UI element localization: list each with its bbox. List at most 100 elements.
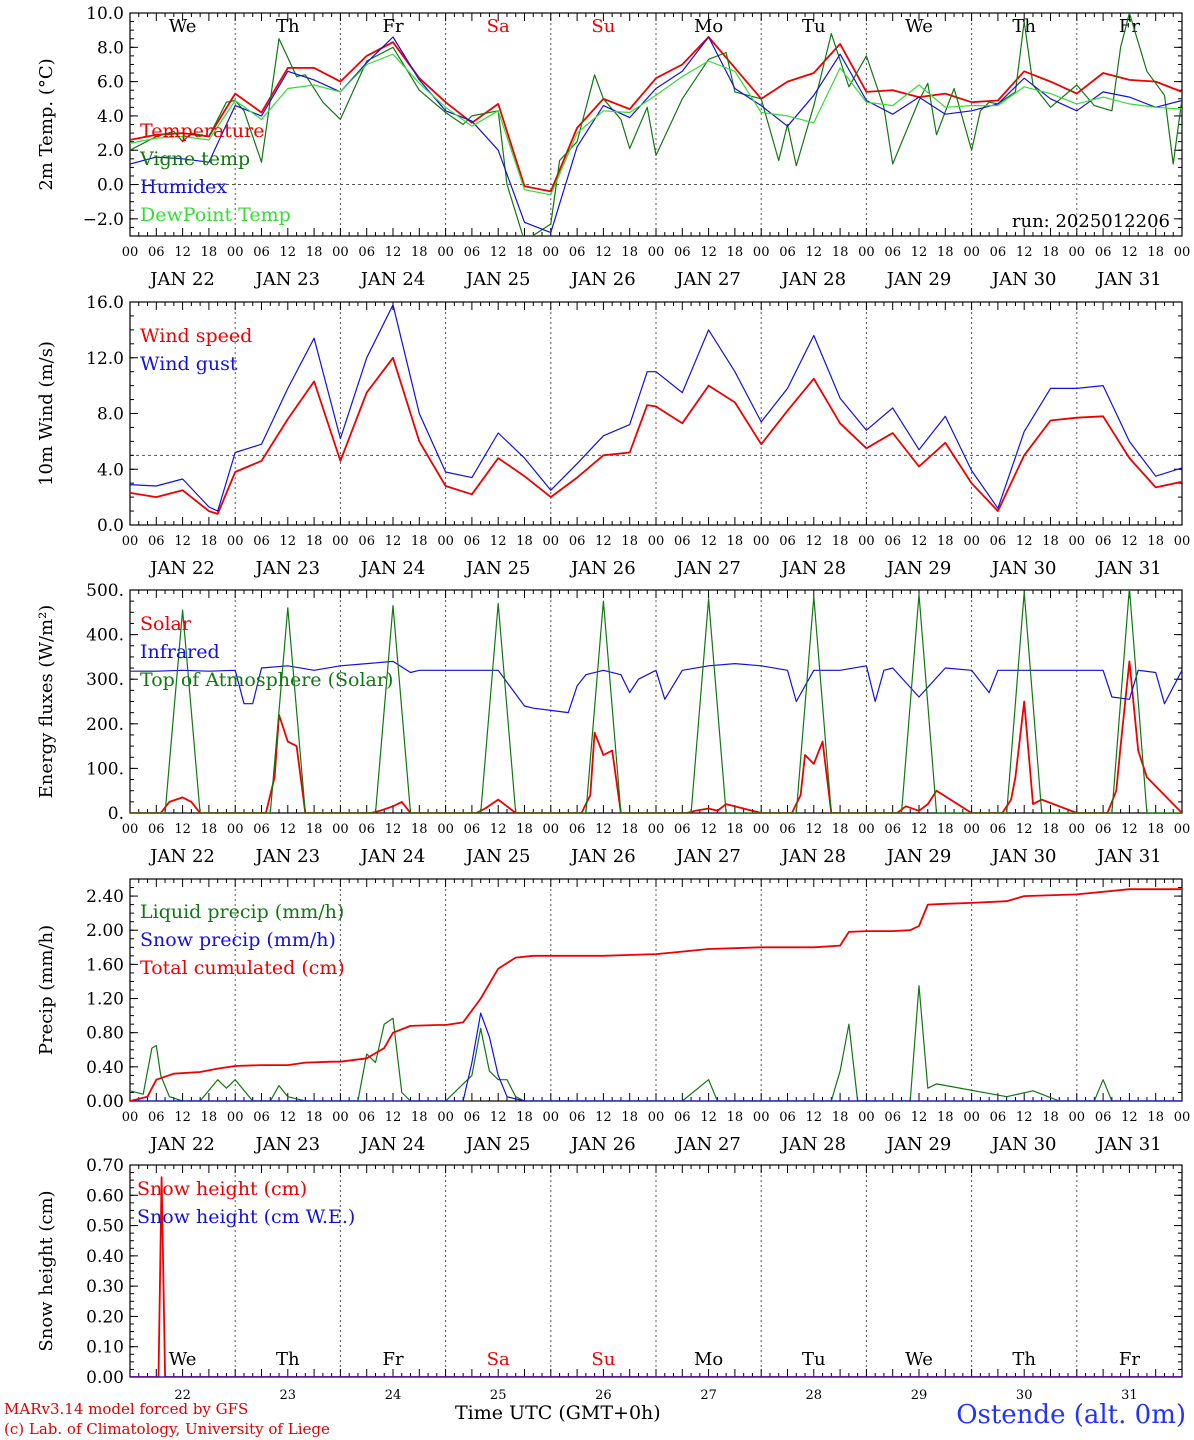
hour-tick-label: 18 bbox=[621, 822, 638, 837]
hour-tick-label: 00 bbox=[332, 534, 349, 549]
hour-tick-label: 12 bbox=[911, 534, 928, 549]
hour-tick-label: 00 bbox=[753, 1110, 770, 1125]
date-label: JAN 24 bbox=[359, 558, 426, 579]
hour-tick-label: 06 bbox=[1095, 245, 1112, 260]
date-label: JAN 30 bbox=[990, 558, 1057, 579]
hour-tick-label: 00 bbox=[332, 822, 349, 837]
series-line-solar bbox=[130, 660, 1182, 813]
day-number-label: 22 bbox=[174, 1388, 191, 1403]
day-label: Th bbox=[276, 1349, 300, 1370]
hour-tick-label: 18 bbox=[201, 534, 218, 549]
series-group bbox=[130, 888, 1182, 1101]
hour-tick-label: 06 bbox=[569, 534, 586, 549]
day-label: Tu bbox=[802, 16, 826, 37]
station-name: Ostende (alt. 0m) bbox=[956, 1400, 1186, 1430]
hour-tick-label: 00 bbox=[648, 1110, 665, 1125]
hour-tick-label: 12 bbox=[490, 822, 507, 837]
hour-tick-label: 00 bbox=[1174, 534, 1191, 549]
legend-entry: Infrared bbox=[140, 641, 220, 663]
hour-tick-label: 18 bbox=[832, 1110, 849, 1125]
hour-tick-label: 12 bbox=[806, 1110, 823, 1125]
hour-tick-label: 06 bbox=[464, 1110, 481, 1125]
series-line-vigne-temp bbox=[130, 13, 1182, 236]
hour-tick-label: 12 bbox=[174, 534, 191, 549]
y-tick-label: 0.00 bbox=[86, 1092, 124, 1112]
legend-entry: Snow height (cm W.E.) bbox=[137, 1206, 355, 1228]
hour-tick-label: 06 bbox=[884, 245, 901, 260]
hour-tick-label: 00 bbox=[963, 245, 980, 260]
hour-tick-label: 18 bbox=[621, 534, 638, 549]
legend-entry: Snow precip (mm/h) bbox=[140, 929, 336, 951]
hour-tick-label: 12 bbox=[806, 534, 823, 549]
hour-tick-label: 00 bbox=[1174, 245, 1191, 260]
legend-entry: DewPoint Temp bbox=[140, 204, 291, 226]
hour-tick-label: 18 bbox=[411, 534, 428, 549]
hour-tick-label: 12 bbox=[174, 1110, 191, 1125]
date-label: JAN 25 bbox=[464, 1134, 531, 1155]
date-label: JAN 23 bbox=[254, 558, 321, 579]
y-tick-label: 0.60 bbox=[86, 1186, 124, 1206]
hour-tick-label: 00 bbox=[963, 1110, 980, 1125]
day-number-label: 31 bbox=[1121, 1388, 1138, 1403]
hour-tick-label: 00 bbox=[1069, 534, 1086, 549]
date-label: JAN 25 bbox=[464, 269, 531, 290]
hour-tick-label: 18 bbox=[1042, 534, 1059, 549]
hour-tick-label: 00 bbox=[858, 1110, 875, 1125]
hour-tick-label: 18 bbox=[937, 1110, 954, 1125]
date-label: JAN 27 bbox=[674, 846, 741, 867]
day-label: We bbox=[905, 1349, 933, 1370]
day-number-label: 25 bbox=[490, 1388, 507, 1403]
day-label: Tu bbox=[802, 1349, 826, 1370]
hour-tick-label: 00 bbox=[753, 245, 770, 260]
y-tick-label: 4.0 bbox=[97, 107, 124, 127]
hour-tick-label: 06 bbox=[990, 822, 1007, 837]
legend-entry: Wind gust bbox=[140, 353, 238, 375]
hour-tick-label: 12 bbox=[1121, 822, 1138, 837]
hour-tick-label: 12 bbox=[595, 822, 612, 837]
legend-entry: Vigne temp bbox=[139, 148, 250, 170]
hour-tick-label: 00 bbox=[963, 822, 980, 837]
hour-tick-label: 06 bbox=[884, 822, 901, 837]
hour-tick-label: 00 bbox=[332, 1110, 349, 1125]
hour-tick-label: 12 bbox=[280, 1110, 297, 1125]
day-number-label: 27 bbox=[700, 1388, 717, 1403]
hour-tick-label: 12 bbox=[1121, 245, 1138, 260]
y-axis-title: 10m Wind (m/s) bbox=[36, 341, 57, 486]
hour-tick-label: 12 bbox=[595, 1110, 612, 1125]
day-label: Su bbox=[591, 16, 615, 37]
hour-tick-label: 00 bbox=[1069, 1110, 1086, 1125]
y-tick-label: 400. bbox=[86, 626, 124, 646]
hour-tick-label: 00 bbox=[963, 534, 980, 549]
y-axis-title: Snow height (cm) bbox=[36, 1190, 57, 1351]
y-tick-label: 500. bbox=[86, 581, 124, 601]
hour-tick-label: 18 bbox=[937, 534, 954, 549]
series-group bbox=[130, 590, 1182, 813]
date-label: JAN 25 bbox=[464, 558, 531, 579]
hour-tick-label: 18 bbox=[937, 245, 954, 260]
chart-panel-2: 0.0 4.0 8.0 12.0 16.0 10m Wind (m/s) 00 06 12 18 0… bbox=[36, 293, 1190, 579]
hour-tick-label: 06 bbox=[569, 245, 586, 260]
hour-tick-label: 18 bbox=[516, 245, 533, 260]
hour-tick-label: 12 bbox=[806, 245, 823, 260]
hour-tick-label: 12 bbox=[280, 534, 297, 549]
hour-tick-label: 12 bbox=[700, 534, 717, 549]
hour-tick-label: 12 bbox=[806, 822, 823, 837]
hour-tick-label: 18 bbox=[1147, 534, 1164, 549]
legend-entry: Snow height (cm) bbox=[137, 1178, 307, 1200]
day-label: We bbox=[169, 16, 197, 37]
hour-tick-label: 06 bbox=[464, 245, 481, 260]
series-line-wind-speed bbox=[130, 356, 1182, 515]
hour-tick-label: 06 bbox=[779, 245, 796, 260]
hour-tick-label: 18 bbox=[1042, 822, 1059, 837]
hour-tick-label: 18 bbox=[411, 822, 428, 837]
hour-tick-label: 12 bbox=[490, 1110, 507, 1125]
y-tick-label: 0. bbox=[108, 804, 124, 824]
hour-tick-label: 18 bbox=[621, 245, 638, 260]
series-group bbox=[130, 304, 1182, 515]
y-tick-label: 2.40 bbox=[86, 887, 124, 907]
day-label: We bbox=[905, 16, 933, 37]
hour-tick-label: 18 bbox=[411, 245, 428, 260]
hour-tick-label: 18 bbox=[306, 245, 323, 260]
y-tick-label: 0.0 bbox=[97, 176, 124, 196]
y-tick-label: 0.40 bbox=[86, 1247, 124, 1267]
